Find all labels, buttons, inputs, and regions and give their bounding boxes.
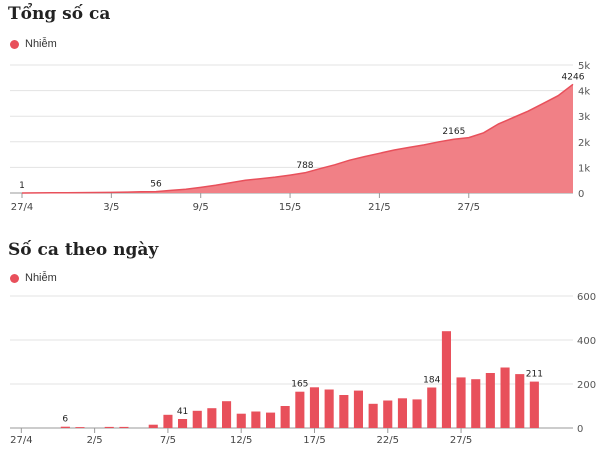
data-label: 1 (19, 181, 25, 191)
y-tick-label: 4k (578, 87, 590, 98)
bar-nhiem (471, 379, 481, 428)
bar-nhiem (515, 374, 525, 428)
x-tick-label: 15/5 (279, 202, 301, 213)
x-tick-label: 17/5 (303, 435, 325, 446)
bar-nhiem (60, 426, 70, 428)
bar-nhiem (75, 427, 85, 428)
x-tick-label: 27/4 (11, 202, 33, 213)
y-tick-label: 200 (577, 380, 596, 391)
x-tick-label: 9/5 (193, 202, 209, 213)
bar-nhiem (309, 387, 319, 428)
legend-marker (10, 39, 19, 49)
bar-nhiem (280, 406, 290, 428)
x-tick-label: 3/5 (103, 202, 119, 213)
bar-nhiem (222, 401, 232, 428)
bar-nhiem (192, 410, 202, 428)
bar-nhiem (148, 424, 158, 428)
data-label: 788 (296, 161, 313, 171)
legend-marker (10, 273, 19, 283)
bar-nhiem (441, 331, 451, 428)
chart-title-daily: Số ca theo ngày (8, 240, 159, 260)
y-tick-label: 5k (578, 61, 590, 72)
y-tick-label: 400 (577, 336, 596, 347)
bar-nhiem (397, 398, 407, 428)
bar-nhiem (324, 389, 334, 428)
bar-nhiem (163, 414, 173, 428)
bar-nhiem (251, 411, 261, 428)
series-area-nhiem (22, 84, 573, 193)
data-label: 56 (150, 180, 162, 190)
legend-daily: Nhiễm (10, 272, 57, 284)
x-tick-label: 27/4 (10, 435, 32, 446)
data-label: 4246 (562, 72, 585, 82)
x-tick-label: 7/5 (160, 435, 176, 446)
data-label: 165 (291, 380, 308, 390)
bar-nhiem (485, 373, 495, 428)
y-tick-label: 0 (577, 424, 583, 435)
bar-nhiem (456, 377, 466, 428)
y-tick-label: 0 (578, 189, 584, 200)
x-tick-label: 27/5 (450, 435, 472, 446)
y-tick-label: 600 (577, 292, 596, 303)
bar-nhiem (104, 426, 114, 428)
legend-label: Nhiễm (25, 38, 57, 50)
bar-nhiem (119, 426, 129, 428)
y-tick-label: 2k (578, 138, 590, 149)
bar-nhiem (412, 399, 422, 428)
chart-title-total: Tổng số ca (8, 4, 111, 24)
y-tick-label: 1k (578, 163, 590, 174)
bar-nhiem (266, 412, 276, 428)
data-label: 6 (62, 415, 68, 425)
bar-nhiem (339, 395, 349, 428)
data-label: 41 (177, 407, 188, 417)
data-label: 184 (423, 376, 440, 386)
x-tick-label: 2/5 (87, 435, 103, 446)
legend-total: Nhiễm (10, 38, 57, 50)
data-label: 211 (526, 370, 543, 380)
bar-nhiem (368, 403, 378, 428)
x-tick-label: 22/5 (377, 435, 399, 446)
bar-nhiem (236, 413, 246, 428)
bar-nhiem (178, 419, 188, 428)
y-tick-label: 3k (578, 112, 590, 123)
bar-nhiem (353, 390, 363, 428)
bar-nhiem (207, 408, 217, 428)
legend-label: Nhiễm (25, 272, 57, 284)
bar-nhiem (529, 381, 539, 428)
data-label: 2165 (442, 127, 465, 137)
x-tick-label: 27/5 (458, 202, 480, 213)
x-tick-label: 21/5 (368, 202, 390, 213)
x-tick-label: 12/5 (230, 435, 252, 446)
series-line-nhiem (21, 83, 574, 194)
bar-nhiem (295, 391, 305, 428)
bar-nhiem (427, 387, 437, 428)
bar-nhiem (500, 367, 510, 428)
bar-nhiem (383, 400, 393, 428)
